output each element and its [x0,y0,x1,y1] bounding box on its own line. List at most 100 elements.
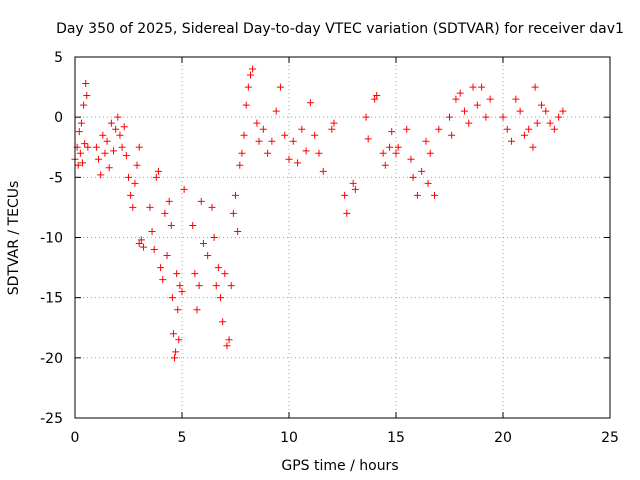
data-point [208,203,216,211]
data-point [281,131,289,139]
data-point [173,270,181,278]
data-point [249,65,257,73]
data-point [460,107,468,115]
data-point [193,306,201,314]
data-point [116,131,124,139]
data-point [199,240,207,248]
data-point [435,125,443,133]
y-tick-label: 0 [54,110,63,126]
data-point [197,197,205,205]
data-point [341,191,349,199]
data-point [77,119,85,127]
data-point [112,125,120,133]
data-point [424,179,432,187]
data-point [150,246,158,254]
x-tick-label: 20 [494,430,512,446]
data-point [212,282,220,290]
data-point [294,159,302,167]
data-point [298,125,306,133]
y-tick-label: 5 [54,50,63,66]
x-tick-label: 25 [601,430,619,446]
data-point [550,125,558,133]
data-point [82,79,90,87]
data-point [276,83,284,91]
data-point [114,113,122,121]
data-point [362,113,370,121]
data-point [302,147,310,155]
data-point [242,101,250,109]
data-point [99,131,107,139]
chart-title: Day 350 of 2025, Sidereal Day-to-day VTE… [56,21,624,37]
data-point [172,348,180,356]
y-tick-label: -5 [49,170,63,186]
data-point [214,264,222,272]
data-point [81,140,89,148]
data-point [508,137,516,145]
data-point [272,107,280,115]
data-point [426,149,434,157]
data-point [268,137,276,145]
data-point [101,149,109,157]
data-point [210,234,218,241]
data-point [516,107,524,115]
data-point [171,354,179,362]
data-point [394,143,402,151]
data-point [244,83,252,91]
data-point [381,161,389,169]
data-point [469,83,477,91]
data-point [512,95,520,103]
data-point [221,270,229,278]
data-point [330,119,338,127]
data-point [285,155,293,163]
data-point [178,288,186,296]
data-point [264,149,272,157]
data-point [223,342,231,350]
data-point [238,149,246,157]
y-axis-label: SDTVAR / TECUs [6,181,22,296]
data-point [195,282,203,290]
data-point [161,209,169,217]
data-point [538,101,546,109]
data-point [127,191,135,199]
data-points [71,65,567,362]
data-point [446,113,453,121]
data-point [165,197,173,205]
axis-ticks: 0 5 10 15 20 25 5 0 -5 -10 -15 -20 -25 [40,50,619,446]
x-axis-label: GPS time / hours [281,458,398,474]
data-point [92,143,100,151]
data-point [349,179,357,187]
data-point [448,131,456,139]
data-point [328,125,336,133]
data-point [482,113,490,121]
data-point [343,209,351,217]
data-point [542,107,550,115]
data-point [520,131,528,139]
data-point [311,131,319,139]
data-point [315,149,323,157]
data-point [529,143,537,151]
data-point [152,173,160,181]
data-point [191,270,199,278]
data-point [431,191,439,199]
data-point [499,113,507,121]
data-point [418,167,426,175]
data-point [189,221,197,229]
data-point [246,71,254,79]
data-point [503,125,511,133]
data-point [364,135,372,143]
data-point [75,128,83,136]
y-tick-label: -15 [40,291,63,307]
data-point [373,92,381,100]
x-tick-label: 5 [178,430,187,446]
data-point [146,203,154,211]
data-point [122,152,130,160]
data-point [131,179,139,187]
data-point [148,227,156,235]
data-point [176,282,184,290]
y-tick-label: -25 [40,411,63,427]
data-point [103,137,111,145]
data-point [154,167,162,175]
data-point [371,95,379,103]
data-point [157,264,165,272]
data-point [159,276,167,284]
